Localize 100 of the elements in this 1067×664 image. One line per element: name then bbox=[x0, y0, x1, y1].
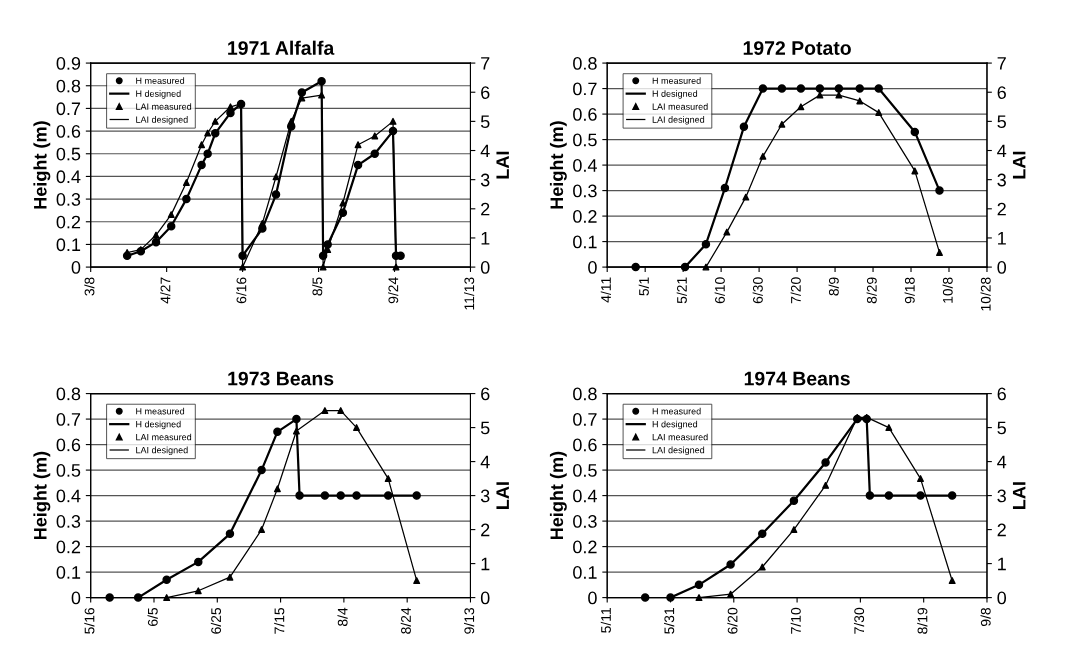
y-tick-label: 0.6 bbox=[573, 438, 597, 452]
y2-tick-label: 4 bbox=[480, 455, 490, 469]
x-tick-label: 6/20 bbox=[727, 607, 738, 634]
y2-tick-label: 2 bbox=[997, 202, 1006, 216]
chart-title: 1974 Beans bbox=[744, 371, 850, 386]
legend-label: LAI designed bbox=[652, 116, 705, 125]
y-tick-label: 0.5 bbox=[56, 464, 81, 477]
y2-tick-label: 4 bbox=[480, 144, 490, 158]
x-tick-label: 7/20 bbox=[790, 277, 801, 304]
y-tick-label: 0.3 bbox=[573, 184, 597, 198]
y-tick-label: 0.3 bbox=[573, 515, 597, 528]
y-axis-title: Height (m) bbox=[549, 451, 567, 540]
y2-tick-label: 0 bbox=[480, 591, 490, 605]
y-tick-label: 0.2 bbox=[56, 215, 81, 229]
y-tick-label: 0.4 bbox=[56, 489, 81, 503]
y-tick-label: 0.7 bbox=[56, 102, 81, 116]
x-tick-label: 6/30 bbox=[752, 277, 763, 304]
x-tick-label: 9/18 bbox=[904, 277, 915, 304]
y-tick-label: 0.3 bbox=[56, 515, 81, 528]
y2-axis-title: LAI bbox=[496, 482, 509, 509]
legend-label: LAI designed bbox=[136, 116, 188, 125]
y2-axis-title: LAI bbox=[496, 151, 509, 179]
legend-label: H designed bbox=[652, 420, 698, 430]
x-tick-label: 5/21 bbox=[676, 277, 687, 304]
y2-tick-label: 0 bbox=[997, 591, 1007, 605]
y2-tick-label: 3 bbox=[480, 489, 490, 503]
y-tick-label: 0.6 bbox=[56, 125, 81, 138]
y2-tick-label: 5 bbox=[480, 421, 490, 435]
y-tick-label: 0.7 bbox=[56, 413, 81, 426]
legend-label: H measured bbox=[136, 407, 185, 415]
legend-label: LAI measured bbox=[652, 433, 708, 441]
y2-tick-label: 4 bbox=[997, 455, 1007, 469]
y-tick-label: 0.4 bbox=[56, 170, 81, 184]
y-tick-label: 0.5 bbox=[56, 147, 81, 161]
y-tick-label: 0.8 bbox=[573, 387, 597, 401]
y-tick-label: 0.7 bbox=[573, 82, 597, 96]
y-tick-label: 0.1 bbox=[573, 566, 597, 579]
y-tick-label: 0.6 bbox=[56, 438, 81, 452]
y2-tick-label: 1 bbox=[998, 232, 1006, 245]
y2-tick-label: 2 bbox=[997, 523, 1006, 537]
x-tick-label: 6/16 bbox=[236, 277, 247, 304]
x-tick-label: 5/11 bbox=[600, 608, 611, 633]
x-tick-label: 4/11 bbox=[600, 277, 611, 303]
legend-label: LAI measured bbox=[136, 103, 192, 110]
legend-label: LAI designed bbox=[652, 446, 705, 456]
y-tick-label: 0.8 bbox=[56, 387, 81, 401]
chart-title: 1971 Alfalfa bbox=[228, 40, 335, 55]
x-tick-label: 9/24 bbox=[388, 277, 399, 304]
legend-label: H designed bbox=[136, 420, 181, 430]
x-tick-label: 5/16 bbox=[84, 607, 95, 634]
legend-label: H designed bbox=[136, 90, 181, 99]
y-axis-title: Height (m) bbox=[549, 121, 567, 209]
y2-tick-label: 5 bbox=[997, 421, 1006, 435]
y-tick-label: 0.5 bbox=[573, 464, 597, 477]
legend-label: H measured bbox=[652, 77, 701, 84]
y-tick-label: 0.2 bbox=[573, 540, 597, 554]
x-tick-label: 7/15 bbox=[274, 607, 285, 634]
x-tick-label: 9/13 bbox=[464, 607, 475, 634]
x-tick-label: 8/5 bbox=[312, 277, 323, 296]
y2-tick-label: 2 bbox=[481, 202, 490, 216]
y-tick-label: 0.1 bbox=[56, 566, 81, 579]
y-tick-label: 0.4 bbox=[573, 159, 597, 172]
y-tick-label: 0.8 bbox=[573, 57, 597, 70]
y2-tick-label: 7 bbox=[997, 57, 1006, 70]
x-tick-label: 6/5 bbox=[147, 607, 158, 626]
y2-tick-label: 4 bbox=[997, 144, 1007, 158]
y2-tick-label: 2 bbox=[481, 523, 490, 537]
legend-label: H measured bbox=[652, 407, 701, 415]
x-tick-label: 8/29 bbox=[866, 277, 877, 304]
y-axis-title: Height (m) bbox=[33, 121, 51, 209]
y2-tick-label: 1 bbox=[481, 557, 490, 571]
y2-tick-label: 3 bbox=[997, 173, 1006, 187]
y-tick-label: 0 bbox=[71, 261, 81, 274]
y-tick-label: 0.3 bbox=[56, 193, 81, 206]
y2-tick-label: 5 bbox=[480, 115, 490, 129]
chart-title: 1972 Potato bbox=[743, 41, 851, 55]
y2-tick-label: 1 bbox=[998, 557, 1006, 571]
chart-title: 1973 Beans bbox=[228, 371, 334, 386]
legend-label: H designed bbox=[652, 90, 698, 99]
x-tick-label: 7/30 bbox=[853, 607, 865, 634]
y-tick-label: 0.2 bbox=[56, 540, 81, 554]
y-tick-label: 0.5 bbox=[573, 133, 597, 147]
y-tick-label: 0.8 bbox=[56, 79, 81, 93]
y2-tick-label: 7 bbox=[481, 57, 490, 70]
x-tick-label: 8/4 bbox=[337, 607, 348, 627]
legend-label: H measured bbox=[136, 77, 185, 84]
y-tick-label: 0.6 bbox=[573, 108, 597, 121]
legend-label: LAI designed bbox=[136, 446, 188, 456]
x-tick-label: 8/9 bbox=[828, 277, 839, 296]
y-tick-label: 0.9 bbox=[56, 57, 81, 70]
y-tick-label: 0 bbox=[71, 591, 81, 605]
legend-label: LAI measured bbox=[136, 433, 192, 441]
y-tick-label: 0.7 bbox=[573, 413, 597, 426]
x-tick-label: 6/25 bbox=[210, 607, 222, 634]
y2-tick-label: 6 bbox=[481, 86, 490, 99]
x-tick-label: 8/19 bbox=[917, 607, 928, 634]
y2-tick-label: 0 bbox=[997, 261, 1007, 274]
y2-tick-label: 6 bbox=[997, 387, 1006, 401]
y-tick-label: 0 bbox=[588, 261, 597, 274]
y2-axis-title: LAI bbox=[1012, 151, 1026, 179]
